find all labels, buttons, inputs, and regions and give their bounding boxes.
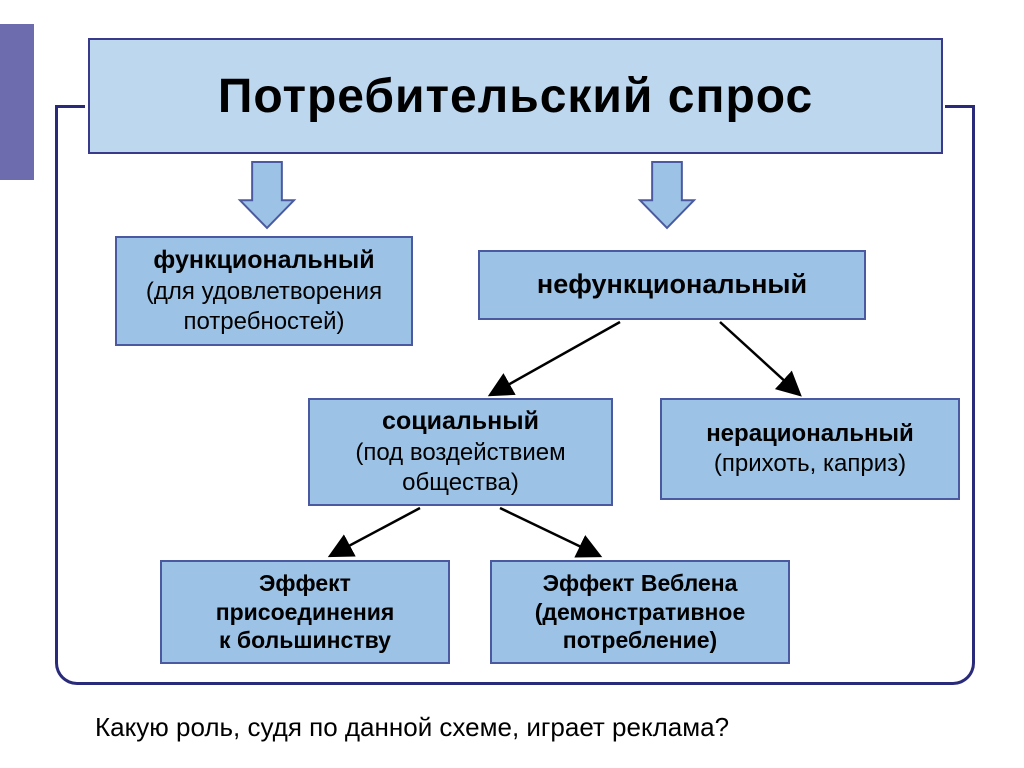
node-nonfunctional: нефункциональный: [478, 250, 866, 320]
veblen-l3: потребление): [563, 626, 717, 655]
node-functional-heading: функциональный: [153, 245, 374, 276]
veblen-l2: (демонстративное: [535, 598, 746, 627]
title-box: Потребительский спрос: [88, 38, 943, 154]
frame-top-right-seg: [945, 105, 975, 108]
node-social-heading: социальный: [382, 406, 539, 437]
node-social-sub: (под воздействием общества): [318, 438, 603, 498]
node-functional-sub: (для удовлетворения потребностей): [125, 277, 403, 337]
node-functional: функциональный (для удовлетворения потре…: [115, 236, 413, 346]
frame-top-left-seg: [55, 105, 85, 108]
veblen-l1: Эффект Веблена: [543, 569, 738, 598]
node-nonfunctional-heading: нефункциональный: [537, 268, 807, 302]
left-accent-bar: [0, 24, 34, 180]
node-veblen: Эффект Веблена (демонстративное потребле…: [490, 560, 790, 664]
bandwagon-l1: Эффект: [259, 569, 351, 598]
node-irrational: нерациональный (прихоть, каприз): [660, 398, 960, 500]
node-irrational-sub: (прихоть, каприз): [714, 449, 906, 479]
bottom-caption: Какую роль, судя по данной схеме, играет…: [95, 712, 729, 743]
bandwagon-l3: к большинству: [219, 626, 391, 655]
node-social: социальный (под воздействием общества): [308, 398, 613, 506]
bandwagon-l2: присоединения: [216, 598, 395, 627]
node-irrational-heading: нерациональный: [706, 419, 914, 449]
title-text: Потребительский спрос: [218, 69, 813, 124]
node-bandwagon: Эффект присоединения к большинству: [160, 560, 450, 664]
